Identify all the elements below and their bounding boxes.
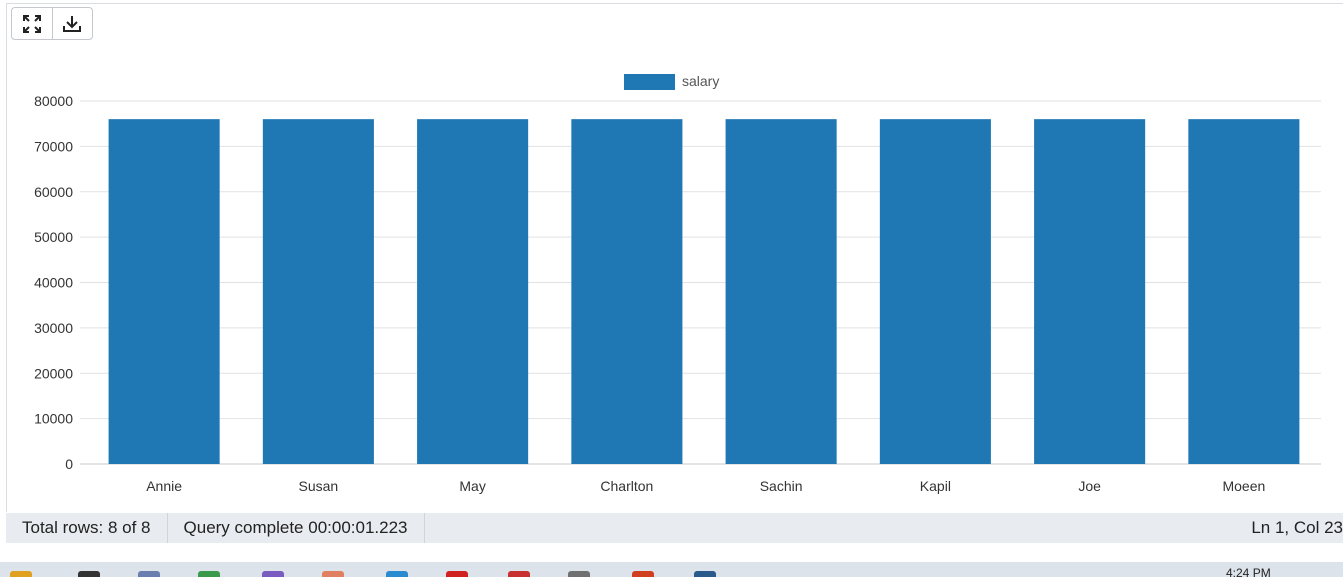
y-tick-label: 60000	[34, 184, 73, 200]
y-tick-label: 50000	[34, 229, 73, 245]
bar-susan[interactable]	[262, 119, 374, 465]
expand-icon	[22, 14, 41, 33]
chart-toolbar	[11, 7, 93, 40]
taskbar-app-icon[interactable]	[694, 571, 716, 577]
taskbar-clock: 4:24 PM	[1226, 566, 1271, 577]
cursor-position-text: Ln 1, Col 23	[1251, 518, 1343, 537]
y-axis-ticks: 0 10000 20000 30000 40000 50000 60000 70000 8000…	[34, 93, 73, 472]
x-tick-label: Kapil	[920, 478, 951, 494]
windows-taskbar: 4:24 PM	[0, 562, 1343, 577]
y-tick-label: 10000	[34, 411, 73, 427]
x-tick-label: Charlton	[600, 478, 653, 494]
taskbar-app-icon[interactable]	[262, 571, 284, 577]
bar-kapil[interactable]	[879, 119, 991, 465]
bar-chart: 0 10000 20000 30000 40000 50000 60000 70000 8000…	[34, 73, 1321, 494]
taskbar-app-icon[interactable]	[198, 571, 220, 577]
query-status-text: Query complete 00:00:01.223	[168, 513, 425, 543]
bar-sachin[interactable]	[725, 119, 837, 465]
download-icon	[63, 15, 82, 32]
x-tick-label: Moeen	[1222, 478, 1265, 494]
taskbar-app-icon[interactable]	[568, 571, 590, 577]
bar-may[interactable]	[417, 119, 529, 465]
panel-footer	[6, 543, 1343, 562]
y-tick-label: 20000	[34, 365, 73, 381]
legend-label[interactable]: salary	[682, 73, 719, 89]
taskbar-app-icon[interactable]	[508, 571, 530, 577]
taskbar-app-icon[interactable]	[138, 571, 160, 577]
taskbar-app-icon[interactable]	[322, 571, 344, 577]
bar-charlton[interactable]	[571, 119, 683, 465]
bar-joe[interactable]	[1034, 119, 1146, 465]
x-tick-label: Susan	[299, 478, 339, 494]
status-bar: Total rows: 8 of 8 Query complete 00:00:…	[6, 513, 1343, 543]
x-tick-label: Annie	[146, 478, 182, 494]
bar-moeen[interactable]	[1188, 119, 1300, 465]
download-button[interactable]	[51, 8, 93, 39]
x-tick-label: May	[459, 478, 485, 494]
taskbar-app-icon[interactable]	[386, 571, 408, 577]
bar-annie[interactable]	[108, 119, 220, 465]
taskbar-app-icon[interactable]	[10, 571, 32, 577]
y-tick-label: 70000	[34, 138, 73, 154]
y-tick-label: 0	[65, 456, 73, 472]
legend[interactable]: salary	[624, 73, 719, 90]
y-tick-label: 80000	[34, 93, 73, 109]
y-tick-label: 40000	[34, 275, 73, 291]
x-axis-ticks: Annie Susan May Charlton Sachin Kapil Joe Moeen	[146, 478, 1265, 494]
x-tick-label: Joe	[1078, 478, 1101, 494]
taskbar-app-icon[interactable]	[632, 571, 654, 577]
y-tick-label: 30000	[34, 320, 73, 336]
legend-swatch[interactable]	[624, 74, 675, 90]
taskbar-app-icon[interactable]	[446, 571, 468, 577]
expand-button[interactable]	[12, 8, 52, 39]
bars	[108, 119, 1300, 465]
total-rows-text: Total rows: 8 of 8	[6, 513, 168, 543]
x-tick-label: Sachin	[760, 478, 803, 494]
taskbar-app-icon[interactable]	[78, 571, 100, 577]
